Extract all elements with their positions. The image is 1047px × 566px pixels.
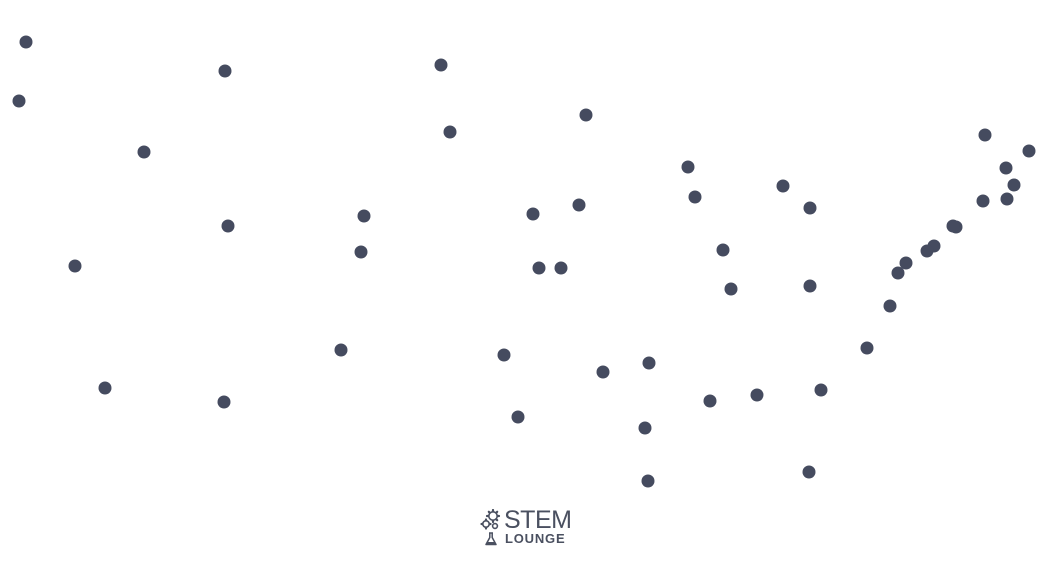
scatter-point-10 <box>1007 178 1021 192</box>
scatter-point-0 <box>19 35 33 49</box>
scatter-point-18 <box>526 207 540 221</box>
scatter-point-47 <box>802 465 816 479</box>
logo-text-lounge: LOUNGE <box>505 531 566 546</box>
scatter-point-46 <box>638 421 652 435</box>
scatter-point-13 <box>681 160 695 174</box>
logo-text-stem: STEM <box>504 506 572 534</box>
scatter-point-20 <box>221 219 235 233</box>
stem-lounge-logo: STEM LOUNGE <box>480 506 580 548</box>
scatter-point-45 <box>511 410 525 424</box>
scatter-point-38 <box>642 356 656 370</box>
scatter-point-25 <box>920 244 934 258</box>
scatter-point-2 <box>218 64 232 78</box>
scatter-point-40 <box>98 381 112 395</box>
scatter-point-35 <box>860 341 874 355</box>
flask-icon <box>485 532 497 546</box>
scatter-point-48 <box>641 474 655 488</box>
scatter-point-3 <box>434 58 448 72</box>
scatter-point-4 <box>443 125 457 139</box>
scatter-point-44 <box>703 394 717 408</box>
scatter-point-23 <box>946 219 960 233</box>
scatter-point-28 <box>716 243 730 257</box>
scatter-point-34 <box>554 261 568 275</box>
scatter-point-19 <box>357 209 371 223</box>
scatter-point-21 <box>354 245 368 259</box>
scatter-point-6 <box>579 108 593 122</box>
scatter-point-5 <box>137 145 151 159</box>
scatter-point-26 <box>899 256 913 270</box>
scatter-point-9 <box>999 161 1013 175</box>
scatter-point-11 <box>976 194 990 208</box>
scatter-point-7 <box>978 128 992 142</box>
scatter-point-15 <box>776 179 790 193</box>
scatter-point-8 <box>1022 144 1036 158</box>
scatter-point-36 <box>334 343 348 357</box>
scatter-point-16 <box>803 201 817 215</box>
scatter-point-29 <box>724 282 738 296</box>
gears-icon <box>480 509 501 530</box>
scatter-point-43 <box>750 388 764 402</box>
scatter-point-37 <box>497 348 511 362</box>
scatter-point-30 <box>803 279 817 293</box>
scatter-point-41 <box>217 395 231 409</box>
scatter-point-14 <box>688 190 702 204</box>
scatter-point-17 <box>572 198 586 212</box>
scatter-point-1 <box>12 94 26 108</box>
scatter-points <box>12 35 1036 488</box>
scatter-point-32 <box>68 259 82 273</box>
scatter-point-33 <box>532 261 546 275</box>
scatter-point-39 <box>596 365 610 379</box>
scatter-point-31 <box>883 299 897 313</box>
scatter-point-42 <box>814 383 828 397</box>
scatter-point-27 <box>891 266 905 280</box>
scatter-point-12 <box>1000 192 1014 206</box>
